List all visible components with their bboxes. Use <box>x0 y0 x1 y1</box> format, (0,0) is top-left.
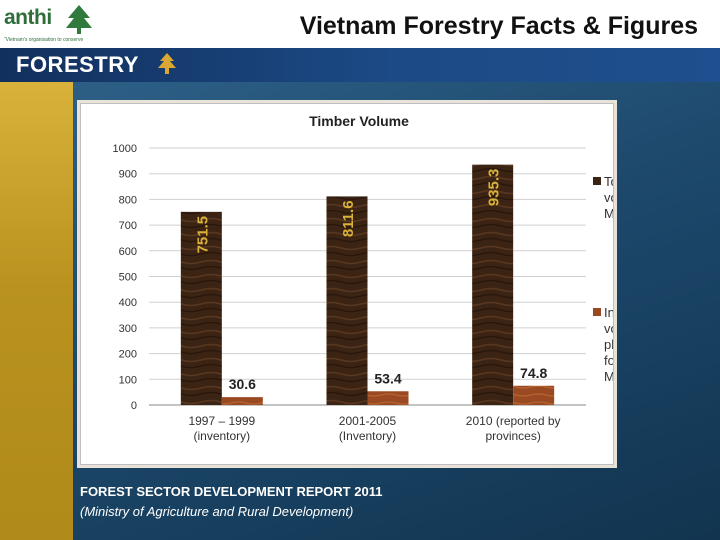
anthi-logo: anthi “Vietnam's organisation to conserv… <box>4 4 96 46</box>
x-tick-label: (Inventory) <box>339 429 396 443</box>
bar <box>221 397 263 405</box>
x-tick-label: (inventory) <box>193 429 250 443</box>
y-tick-label: 400 <box>119 297 137 309</box>
source-ministry: (Ministry of Agriculture and Rural Devel… <box>80 504 354 519</box>
bar <box>180 211 222 405</box>
y-tick-label: 700 <box>119 220 137 232</box>
y-tick-label: 1000 <box>113 143 137 155</box>
slide-title: Vietnam Forestry Facts & Figures <box>299 12 698 40</box>
bar <box>472 164 514 405</box>
legend-label: M3) <box>604 369 613 384</box>
pine-tree-icon <box>158 53 176 74</box>
source-report: FOREST SECTOR DEVELOPMENT REPORT 2011 <box>80 484 383 499</box>
data-label: 53.4 <box>374 370 401 386</box>
banner-label: FORESTRY <box>16 52 139 77</box>
legend-label: In which, <box>604 305 613 320</box>
forestry-banner: FORESTRY <box>0 48 720 82</box>
data-label: 935.3 <box>486 169 503 207</box>
logo-tagline: “Vietnam's organisation to conserve <box>4 37 84 43</box>
y-tick-label: 200 <box>119 349 137 361</box>
y-tick-label: 800 <box>119 194 137 206</box>
legend-label: plantation <box>604 337 613 352</box>
x-tick-label: 1997 – 1999 <box>188 414 255 428</box>
y-tick-label: 500 <box>119 272 137 284</box>
x-tick-label: 2001-2005 <box>339 414 397 428</box>
legend-label: volume of <box>604 321 613 336</box>
legend-swatch <box>593 308 601 316</box>
y-tick-label: 900 <box>119 169 137 181</box>
bar <box>326 196 368 405</box>
data-label: 74.8 <box>520 365 547 381</box>
timber-volume-chart: Timber Volume 0 100 200 300 400 500 600 700 800 9… <box>80 103 614 465</box>
legend-label: M3) <box>604 206 613 221</box>
bar <box>367 391 409 405</box>
chart-title: Timber Volume <box>309 113 409 129</box>
bar <box>513 385 555 405</box>
header-area: anthi “Vietnam's organisation to conserv… <box>0 0 720 48</box>
y-tick-label: 100 <box>119 374 137 386</box>
left-accent-bar <box>0 82 73 540</box>
logo-tree-icon <box>66 5 92 34</box>
x-tick-label: 2010 (reported by <box>466 414 561 428</box>
data-label: 751.5 <box>194 216 211 254</box>
legend-label: Total timber <box>604 174 613 189</box>
y-tick-label: 300 <box>119 323 137 335</box>
legend-label: forest (Mill. <box>604 353 613 368</box>
legend-swatch <box>593 177 601 185</box>
data-label: 811.6 <box>340 200 357 237</box>
chart-svg: Timber Volume 0 100 200 300 400 500 600 700 800 9… <box>113 113 613 443</box>
y-tick-label: 0 <box>131 400 137 412</box>
data-label: 30.6 <box>229 376 256 392</box>
legend-label: volume (Mill. <box>604 190 613 205</box>
x-tick-label: provinces) <box>485 429 540 443</box>
y-tick-label: 600 <box>119 246 137 258</box>
logo-name: anthi <box>4 6 52 29</box>
